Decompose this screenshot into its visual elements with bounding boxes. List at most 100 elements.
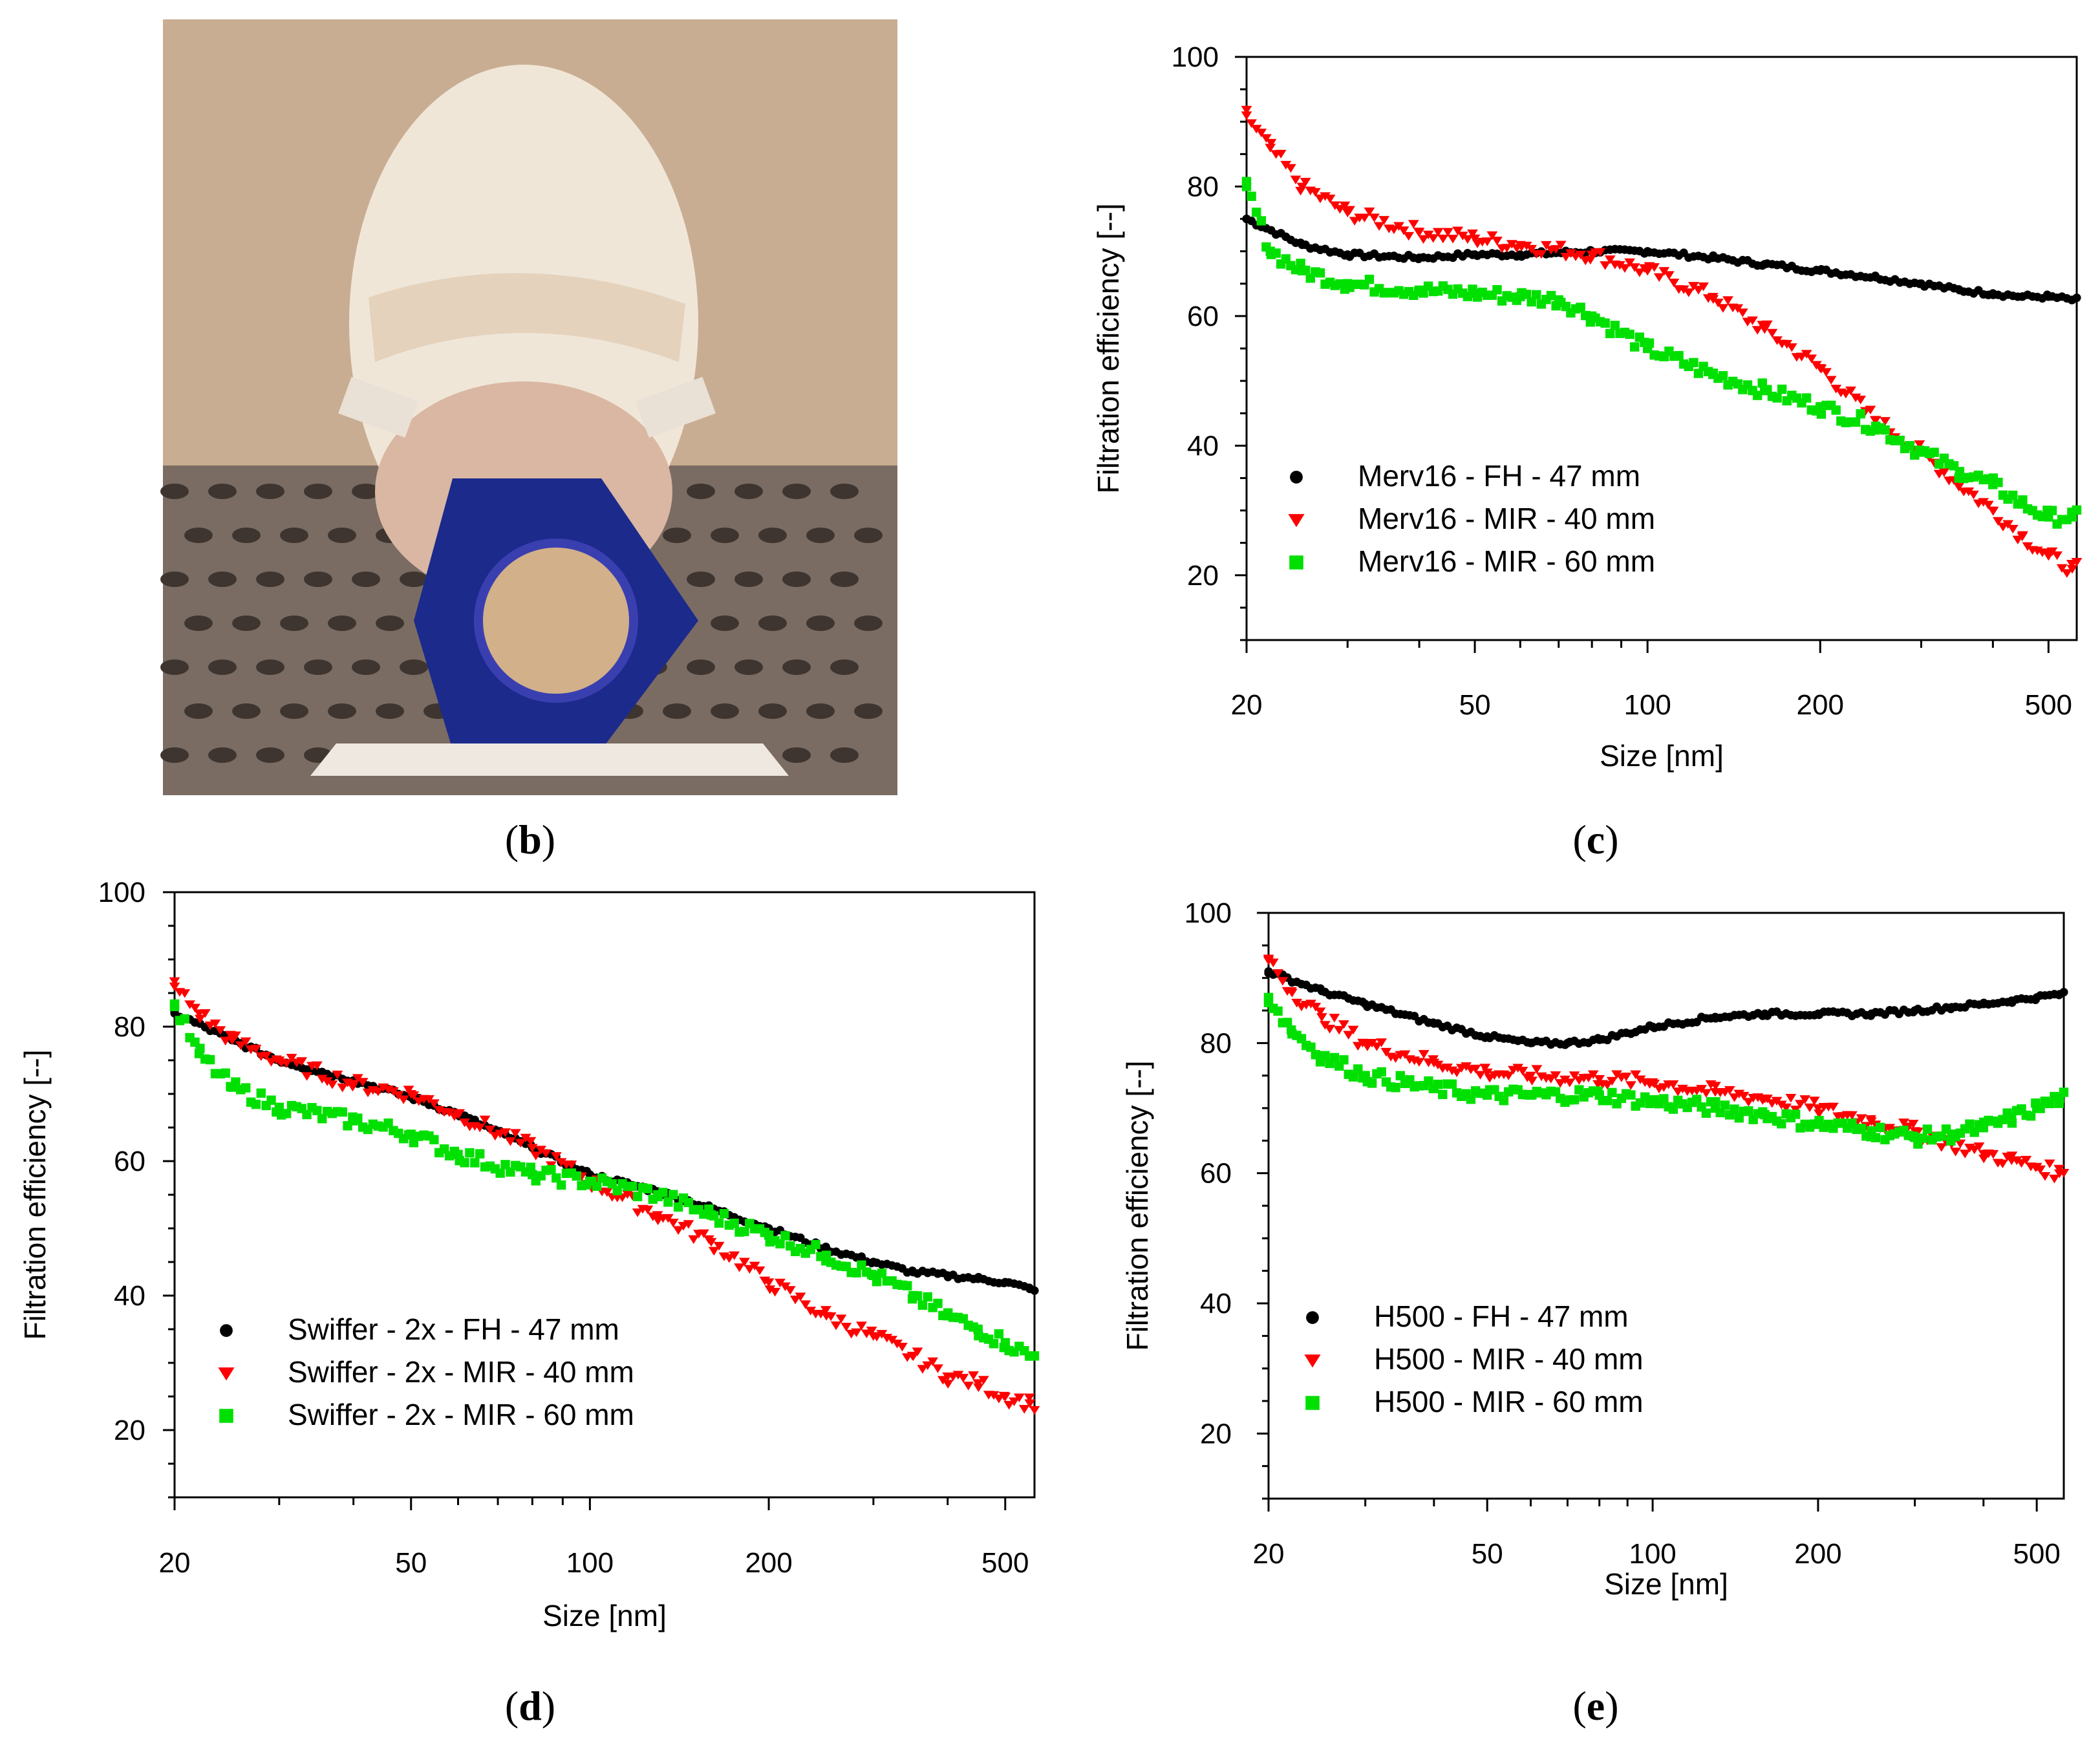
legend-entry: Merv16 - FH - 47 mm — [1358, 459, 1640, 493]
data-point — [866, 1327, 877, 1336]
data-point — [1777, 384, 1787, 394]
data-point — [1324, 1025, 1336, 1034]
data-point — [1606, 1076, 1618, 1086]
data-point — [740, 1226, 749, 1236]
y-tick-label: 60 — [114, 1146, 145, 1177]
x-tick-label: 200 — [1797, 689, 1844, 721]
data-point — [1554, 295, 1563, 305]
data-point — [1708, 369, 1718, 380]
data-point — [1241, 105, 1252, 115]
data-point — [1653, 273, 1665, 283]
data-point — [1251, 208, 1261, 217]
data-point — [2055, 990, 2064, 999]
data-point — [1466, 1095, 1476, 1104]
data-point — [856, 1321, 867, 1331]
data-point — [1388, 225, 1400, 235]
data-point — [1978, 1150, 1989, 1159]
data-point — [1256, 216, 1266, 226]
data-point — [1790, 1109, 1801, 1119]
data-point — [256, 1088, 266, 1098]
data-point — [1602, 1081, 1613, 1090]
data-point — [1334, 205, 1345, 214]
data-point — [1285, 987, 1297, 996]
table-hole — [854, 528, 883, 543]
mask-holder-ring — [474, 539, 638, 703]
table-hole — [663, 703, 691, 719]
data-point — [189, 1003, 200, 1013]
data-point — [868, 1270, 879, 1280]
data-point — [479, 1115, 491, 1125]
data-point — [2042, 551, 2054, 561]
data-point — [495, 1168, 505, 1178]
data-point — [220, 1036, 231, 1046]
data-point — [1333, 1025, 1345, 1035]
y-tick-label: 40 — [1200, 1288, 1232, 1320]
table-hole — [782, 484, 811, 499]
data-point — [1827, 1102, 1839, 1112]
data-point — [1634, 268, 1645, 277]
data-point — [1634, 1075, 1646, 1084]
data-point — [2068, 295, 2077, 305]
data-point — [1398, 226, 1409, 235]
data-point — [784, 1286, 796, 1295]
data-point — [1298, 241, 1307, 250]
data-point — [348, 1116, 358, 1126]
data-point — [1850, 417, 1861, 427]
data-point — [963, 1382, 974, 1391]
data-point — [1875, 1122, 1885, 1132]
data-point — [642, 1205, 654, 1215]
table-hole — [687, 484, 715, 499]
data-point — [1856, 1114, 1867, 1123]
data-point — [1910, 1133, 1920, 1142]
data-point — [1950, 1148, 1962, 1157]
data-point — [672, 1226, 684, 1235]
data-point — [1569, 1095, 1580, 1105]
x-tick-label: 20 — [159, 1547, 191, 1579]
y-tick-label: 100 — [1184, 897, 1232, 929]
data-point — [1514, 241, 1526, 250]
data-point — [317, 1114, 327, 1124]
x-axis-title: Size [nm] — [1604, 1567, 1728, 1601]
data-point — [912, 1347, 923, 1356]
data-point — [896, 1342, 908, 1352]
data-point — [215, 1026, 226, 1035]
data-point — [1955, 286, 1964, 295]
data-point — [1512, 1064, 1524, 1073]
table-hole — [758, 528, 787, 543]
data-point — [1717, 304, 1729, 313]
data-point — [1936, 1143, 1947, 1152]
data-point — [1501, 244, 1513, 253]
data-point — [821, 1250, 831, 1260]
data-point — [1847, 1111, 1858, 1120]
data-point — [1470, 1064, 1481, 1074]
data-point — [1242, 214, 1251, 224]
panel-label-b: (b) — [505, 817, 555, 862]
data-point — [1630, 1070, 1642, 1080]
data-point — [1759, 325, 1770, 334]
data-point — [2056, 564, 2068, 573]
legend-marker — [220, 1324, 233, 1337]
data-point — [1526, 1090, 1536, 1100]
table-hole — [160, 747, 189, 763]
data-point — [1772, 336, 1783, 345]
data-point — [1813, 1119, 1823, 1129]
data-point — [1668, 1104, 1678, 1114]
data-point — [2006, 1156, 2017, 1166]
data-point — [841, 1322, 852, 1332]
data-point — [526, 1162, 536, 1172]
data-point — [943, 1311, 952, 1321]
data-point — [2007, 1113, 2017, 1123]
data-point — [1428, 1058, 1440, 1068]
data-point — [1845, 386, 1856, 396]
data-point — [1808, 1096, 1820, 1106]
data-point — [669, 1190, 678, 1199]
data-point — [1481, 1068, 1493, 1078]
data-point — [230, 1031, 241, 1040]
data-point — [1545, 1075, 1557, 1084]
data-point — [1305, 1000, 1316, 1009]
x-tick-label: 50 — [1459, 689, 1491, 721]
legend-entry: Swiffer - 2x - FH - 47 mm — [288, 1312, 619, 1346]
data-point — [1447, 235, 1459, 244]
data-point — [1001, 1278, 1010, 1287]
data-point — [1982, 500, 1994, 510]
